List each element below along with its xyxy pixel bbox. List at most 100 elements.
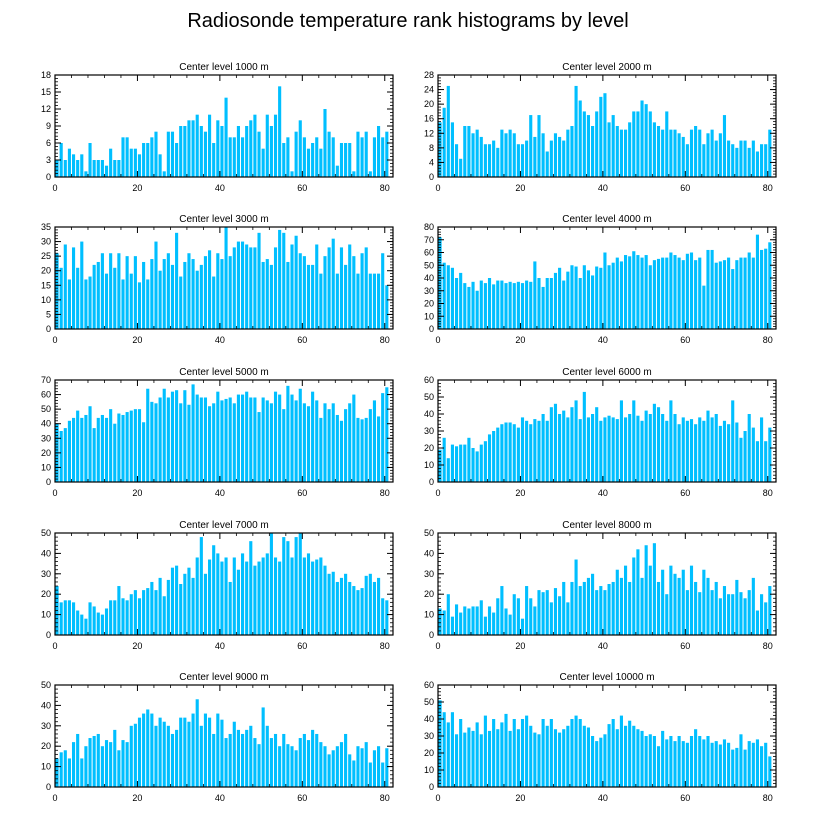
panel-7-bar (240, 553, 245, 635)
panel-7-bar (208, 559, 212, 635)
panel-2-bar (500, 129, 504, 177)
panel-1-bar (191, 120, 195, 177)
panel-7-frame (54, 532, 394, 636)
panel-6-bar (743, 431, 747, 482)
panel-5-y-tick-label: 10 (41, 462, 51, 472)
panel-7-bar (364, 575, 368, 635)
panel-8-bar (702, 569, 706, 635)
panel-7-bar (125, 600, 129, 635)
panel-10-bar (541, 719, 545, 787)
panel-5-bar (344, 409, 348, 482)
panel-1-bar (125, 137, 129, 177)
panel-6-bar (586, 417, 591, 482)
panel-4-y-tick-label: 50 (424, 260, 434, 270)
panel-9-bar (348, 754, 352, 787)
panel-2-bar (764, 144, 768, 177)
panel-5-bar (67, 420, 71, 482)
panel-3-bar (278, 229, 282, 329)
panel-6-y-tick-label: 0 (429, 477, 434, 487)
panel-1-y-tick-label: 6 (46, 138, 51, 148)
panel-6-bar (545, 420, 549, 482)
panel-1-bar (100, 160, 104, 177)
panel-2-bar (722, 115, 727, 177)
panel-7-bar (224, 557, 228, 635)
panel-9-y-tick-label: 40 (41, 700, 51, 710)
panel-9-bar (377, 746, 381, 787)
panel-10-bar (463, 732, 467, 787)
panel-8-bar (735, 579, 739, 635)
panel-3-bar (224, 227, 228, 329)
panel-1-bar (356, 131, 360, 177)
panel-5-bar (236, 394, 240, 482)
panel-3-bar (187, 253, 191, 329)
panel-4-bar (533, 261, 537, 329)
panel-6-bar (722, 420, 727, 482)
panel-10-bar (599, 737, 603, 787)
panel-6-bar (483, 441, 487, 482)
panel-4-x-tick-label: 0 (435, 335, 440, 345)
panel-2-title: Center level 2000 m (562, 62, 652, 73)
panel-7-bar (133, 590, 137, 635)
panel-9-x-tick-label: 80 (380, 793, 390, 803)
panel-4-bar (512, 283, 516, 329)
panel-8-bar (586, 577, 591, 635)
panel-9-bar (302, 733, 306, 787)
panel-3-bar (113, 267, 117, 329)
panel-3-bar (269, 264, 273, 329)
panel-7-bar (339, 577, 344, 635)
panel-1-bar (249, 120, 253, 177)
panel-9-bar (216, 713, 220, 787)
panel-10-bar (768, 756, 772, 787)
panel-6-bar (541, 414, 545, 482)
panel-9-bar (183, 717, 187, 787)
panel-1-bar (294, 131, 298, 177)
panel-1-bar (203, 131, 208, 177)
panel-4-bar (665, 257, 669, 329)
panel-6-bar (496, 427, 500, 482)
panel-6-bar (718, 425, 722, 482)
panel-10-x-tick-label: 0 (435, 793, 440, 803)
panel-10-bar (566, 725, 570, 787)
panel-8-bar (595, 590, 599, 635)
panel-1-bar (286, 137, 290, 177)
panel-3-bar (76, 267, 80, 329)
panel-3-bar (344, 264, 348, 329)
panel-5-bar (278, 394, 282, 482)
panel-7-bar (290, 557, 294, 635)
panel-10-bar (652, 736, 656, 787)
panel-6-bar (463, 444, 467, 482)
panel-10-y-tick-label: 0 (429, 782, 434, 792)
panel-10-bar (735, 747, 739, 787)
panel-3-y-tick-label: 20 (41, 266, 51, 276)
panel-8-bar (665, 594, 669, 635)
panel-4-bar (591, 275, 595, 329)
panel-6-bar (739, 437, 743, 482)
panel-3-bar (306, 264, 311, 329)
panel-9-x-tick-label: 20 (132, 793, 142, 803)
panel-8-x-tick-label: 80 (763, 641, 773, 651)
panel-8-bar (747, 590, 751, 635)
panel-7-y-tick-label: 40 (41, 548, 51, 558)
panel-4-x-tick-label: 80 (763, 335, 773, 345)
panel-1-bar (344, 143, 348, 177)
panel-10-bar (438, 700, 442, 787)
panel-1-bar (71, 154, 76, 177)
panel-1-bar (170, 131, 175, 177)
panel-9-bar (162, 721, 166, 787)
panel-7-bar (311, 561, 315, 635)
panel-1-x-tick-label: 80 (380, 183, 390, 193)
panel-7-bar (92, 606, 96, 635)
panel-3-bar (212, 276, 216, 329)
panel-2-y-tick-label: 8 (429, 143, 434, 153)
panel-1-bar (104, 165, 109, 177)
panel-1-bar (327, 131, 331, 177)
panel-3-bar (67, 279, 71, 329)
panel-3-bar (179, 276, 183, 329)
panel-5-bar (208, 406, 212, 482)
panel-6-x-tick-label: 0 (435, 488, 440, 498)
panel-8-bar (648, 565, 652, 635)
panel-9-bar (88, 738, 92, 787)
panel-9-bar (96, 733, 100, 787)
panel-7-bar (245, 561, 249, 635)
